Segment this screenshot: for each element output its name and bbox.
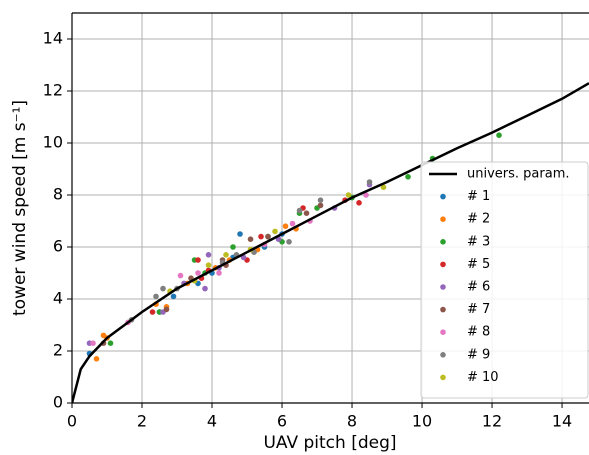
legend-marker [440,284,446,290]
scatter-point [107,340,114,347]
scatter-point [153,293,159,300]
y-tick-label: 0 [53,393,63,412]
legend-marker [440,329,446,336]
legend-label: # 2 [467,212,490,227]
scatter-point [282,223,289,229]
scatter-point [247,236,254,242]
scatter-point [265,233,271,240]
legend-box [420,161,589,399]
y-tick-label: 8 [53,185,63,204]
legend-label: # 10 [467,370,499,385]
y-tick-label: 6 [53,237,63,256]
x-tick-label: 6 [277,412,287,431]
scatter-point [205,262,212,269]
legend-label: # 1 [467,189,490,204]
scatter-point [170,293,177,300]
scatter-point [286,239,292,245]
x-tick-label: 4 [207,412,217,431]
legend-label: # 5 [467,257,490,272]
legend-label: # 8 [467,325,490,340]
scatter-point [272,228,278,235]
scatter-point [303,210,310,216]
x-tick-label: 14 [552,412,572,431]
x-tick-label: 2 [137,412,147,431]
plot-area [72,82,589,403]
scatter-point [195,257,201,263]
legend-label: univers. param. [467,167,570,182]
y-tick-label: 12 [43,81,63,100]
scatter-point [366,179,373,185]
legend-label: # 9 [467,347,490,362]
x-tick-label: 10 [412,412,432,431]
scatter-point [258,233,264,240]
scatter-point [345,192,352,198]
y-tick-label: 10 [43,133,63,152]
x-axis-label: UAV pitch [deg] [263,433,396,453]
y-tick-label: 2 [53,341,63,360]
scatter-point [205,252,212,258]
legend-marker [440,306,446,313]
legend-label: # 6 [467,280,490,295]
scatter-point [356,200,362,206]
param-line [72,82,589,403]
y-tick-label: 4 [53,289,63,308]
legend-marker [440,239,446,245]
scatter-point [237,231,243,237]
scatter-point [317,202,324,209]
y-axis-label: tower wind speed [m s⁻¹] [10,100,30,316]
legend-label: # 3 [467,234,490,249]
legend-marker [440,374,446,381]
scatter-point [93,356,100,362]
scatter-point [289,220,296,227]
scatter-point [202,285,208,292]
x-tick-label: 0 [67,412,77,431]
legend-label: # 7 [467,302,490,317]
scatter-point [363,192,369,198]
scatter-point [230,244,236,250]
x-tick-label: 12 [482,412,502,431]
y-tick-label: 14 [43,29,63,48]
scatter-point [380,184,387,190]
legend-marker [440,216,446,222]
scatter-point [177,272,184,279]
scatter-point [90,340,96,347]
scatter-point [160,285,166,292]
scatter-point [405,174,411,180]
scatter-point [163,306,170,313]
scatter-point [296,207,303,214]
legend-marker [440,261,446,268]
scatter-point [195,270,201,276]
x-tick-label: 8 [347,412,357,431]
scatter-point [223,252,229,258]
scatter-point [216,270,222,276]
legend-marker [440,193,446,200]
scatter-point [496,132,502,138]
legend-marker [440,352,446,358]
scatter-point [317,197,324,203]
scatter-point [149,309,156,315]
